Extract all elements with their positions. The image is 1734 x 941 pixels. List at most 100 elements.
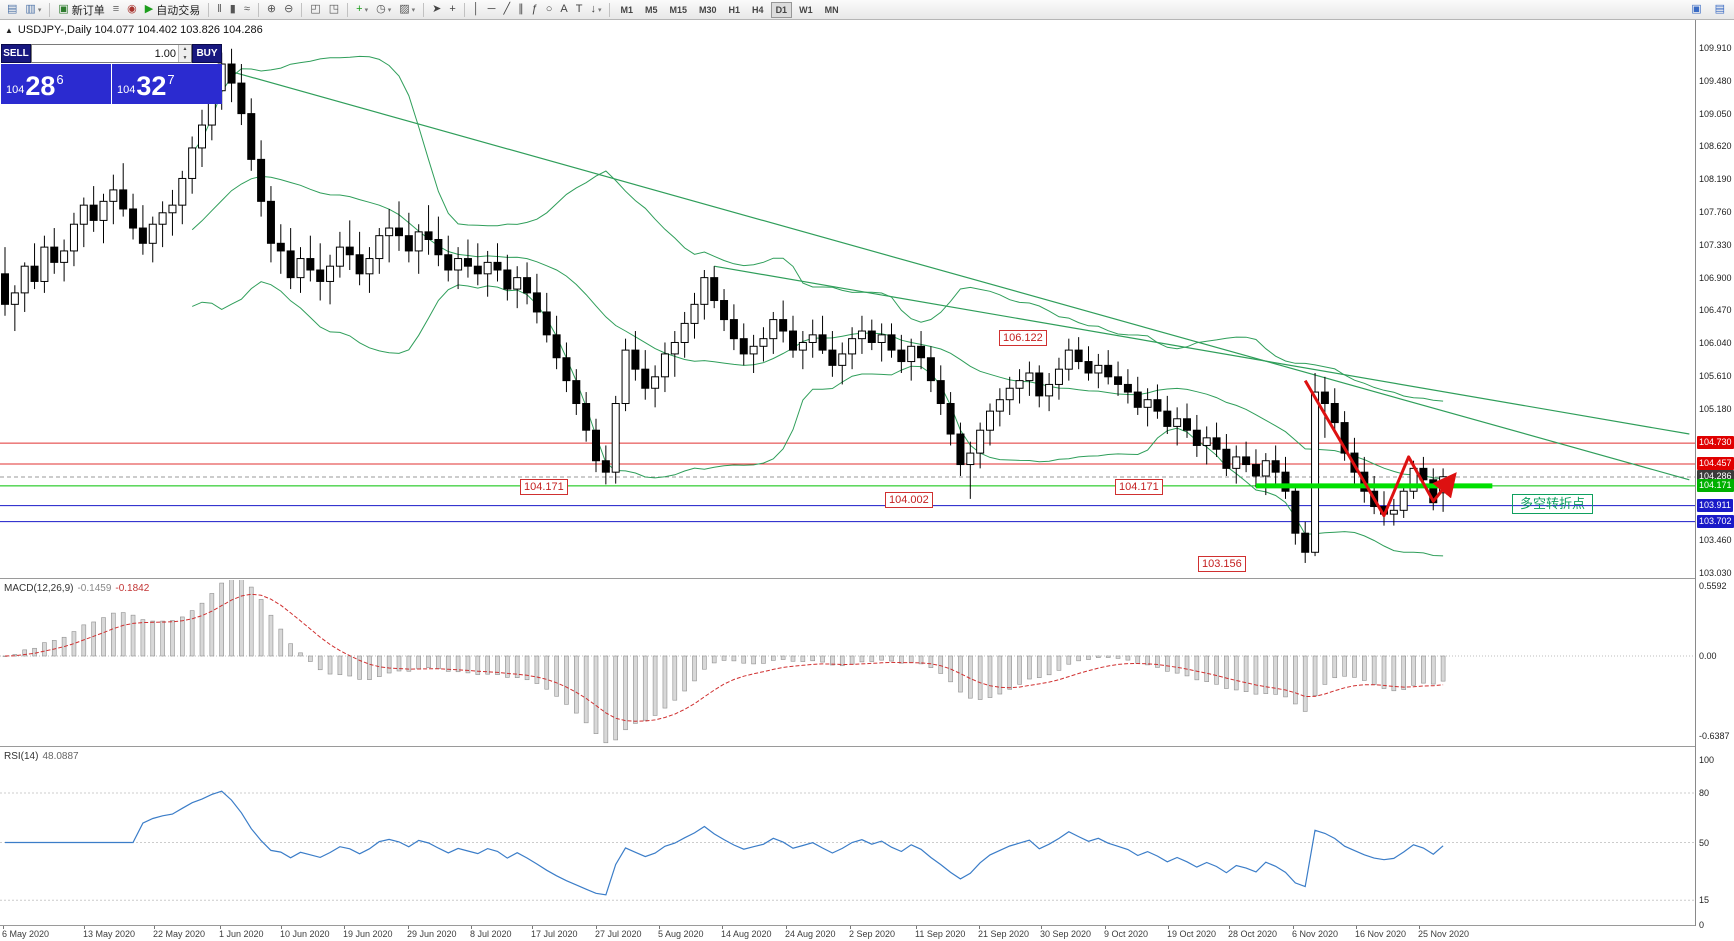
volume-input[interactable] <box>32 45 178 62</box>
price-axis-label: 108.190 <box>1699 174 1732 185</box>
toolbar-separator <box>208 2 210 17</box>
descending-trendline[interactable] <box>714 265 1690 435</box>
buy-price-box[interactable]: 104 32 7 <box>112 64 222 104</box>
timeframe-m30-button[interactable]: M30 <box>699 4 717 15</box>
collapse-trade-panel-icon[interactable]: ▲ <box>5 25 13 35</box>
docking-icon[interactable]: ▣ <box>1687 1 1705 18</box>
macd-name: MACD(12,26,9) <box>4 583 74 594</box>
horizontal-line-icon[interactable]: ─ <box>484 1 500 18</box>
candle-chart-icon[interactable]: ▮ <box>226 1 240 18</box>
price-axis-label: 108.620 <box>1699 141 1732 152</box>
chart-area[interactable]: 109.910 109.480 109.050 108.620 108.190 107.7… <box>0 20 1734 941</box>
trendline-icon[interactable]: ╱ <box>499 1 514 18</box>
vertical-line-icon[interactable]: │ <box>469 1 484 18</box>
zoom-out-icon[interactable]: ⊖ <box>280 1 297 18</box>
time-axis-label: 1 Jun 2020 <box>219 929 264 939</box>
autotrading-button[interactable]: ▶ 自动交易 <box>141 1 204 18</box>
zoom-in-icon[interactable]: ⊕ <box>263 1 280 18</box>
sell-price-box[interactable]: 104 28 6 <box>1 64 111 104</box>
candles-layer <box>1 48 1448 563</box>
tile-windows-icon[interactable]: ◳ <box>325 1 343 18</box>
autotrading-button: ▶ <box>144 3 154 15</box>
timeframe-m15-button[interactable]: M15 <box>669 4 688 15</box>
text-icon[interactable]: A <box>556 1 571 18</box>
rsi-line <box>5 790 1444 896</box>
time-axis[interactable]: 6 May 2020 13 May 2020 22 May 2020 1 Jun 20… <box>0 926 1695 941</box>
volume-field: ▲ ▼ <box>31 44 192 63</box>
new-chart-icon[interactable]: ▤ <box>3 1 21 18</box>
time-axis-label: 16 Nov 2020 <box>1355 929 1407 939</box>
toolbar: ▤ ▥ ▾ ▣ 新订单 ≡ ◉ ▶ 自动交易 ‖ ▮ ≈ ⊕ ⊖ ◰ ◳ + ▾ ◷ ▾ ▨ ▾ ➤ + │ ─ ╱ ∥ ƒ ○ A T ↓ ▾ M… <box>0 0 1734 20</box>
crosshair-icon[interactable]: + <box>445 1 459 18</box>
templates-icon[interactable]: ▨ ▾ <box>395 1 419 18</box>
timeframe-m1-button[interactable]: M1 <box>620 4 633 15</box>
rsi-axis-label: 15 <box>1699 895 1710 906</box>
price-axis-tag: 104.171 <box>1697 478 1734 492</box>
bollinger-middle-band[interactable] <box>191 175 1444 479</box>
macd-signal-line <box>4 593 1444 722</box>
channel-icon: ∥ <box>518 3 524 15</box>
sell-price-sup: 6 <box>56 72 64 87</box>
time-axis-tick <box>3 926 4 929</box>
ellipse-icon[interactable]: ○ <box>542 1 557 18</box>
indicators-add-icon[interactable]: + ▾ <box>352 1 372 18</box>
time-axis-label: 25 Nov 2020 <box>1418 929 1470 939</box>
time-axis-tick <box>1293 926 1294 929</box>
descending-trendline[interactable] <box>231 71 1690 481</box>
timeframe-m5-button[interactable]: M5 <box>644 4 658 15</box>
time-axis-tick <box>596 926 597 929</box>
zigzag-annotation[interactable] <box>1303 379 1457 518</box>
time-axis-label: 30 Sep 2020 <box>1040 929 1092 939</box>
market-depth-icon[interactable]: ≡ <box>109 1 123 18</box>
toolbar-separator <box>301 2 303 17</box>
help-icon[interactable]: ▤ <box>1711 1 1729 18</box>
new-order-button[interactable]: ▣ 新订单 <box>54 1 108 18</box>
chart-profiles-icon: ▥ <box>25 3 36 15</box>
rsi-panel-svg[interactable] <box>0 748 1695 925</box>
buy-price-sup: 7 <box>167 72 175 87</box>
price-axis-tag: 103.702 <box>1697 514 1734 528</box>
timeframe-mn-button[interactable]: MN <box>824 4 839 15</box>
arrange-windows-icon[interactable]: ◰ <box>306 1 324 18</box>
timeframe-h4-button[interactable]: H4 <box>752 4 764 15</box>
cursor-icon[interactable]: ➤ <box>428 1 445 18</box>
time-axis-tick <box>1168 926 1169 929</box>
macd-panel-svg[interactable] <box>0 580 1695 746</box>
new-order-button-label: 新订单 <box>71 4 105 17</box>
time-axis-tick <box>659 926 660 929</box>
volume-up-button[interactable]: ▲ <box>179 45 191 54</box>
chart-profiles-icon[interactable]: ▥ ▾ <box>21 1 45 18</box>
time-axis-label: 8 Jul 2020 <box>470 929 512 939</box>
bar-chart-icon[interactable]: ‖ <box>213 1 226 18</box>
time-axis-tick <box>154 926 155 929</box>
time-axis-tick <box>532 926 533 929</box>
arrows-icon[interactable]: ↓ ▾ <box>586 1 605 18</box>
main-chart-svg[interactable] <box>0 20 1695 578</box>
time-axis-label: 28 Oct 2020 <box>1228 929 1278 939</box>
line-chart-icon[interactable]: ≈ <box>240 1 254 18</box>
periods-icon[interactable]: ◷ ▾ <box>372 1 395 18</box>
price-axis[interactable]: 109.910 109.480 109.050 108.620 108.190 107.7… <box>1695 20 1734 930</box>
toolbar-separator <box>423 2 425 17</box>
channel-icon[interactable]: ∥ <box>514 1 528 18</box>
text-label-icon: T <box>575 3 583 15</box>
timeframe-h1-button[interactable]: H1 <box>728 4 741 15</box>
horizontal-line-icon: ─ <box>487 3 496 15</box>
buy-button[interactable]: BUY <box>192 44 222 63</box>
chart-header: ▲ USDJPY-,Daily 104.077 104.402 103.826 … <box>5 24 263 36</box>
rsi-axis-label: 0 <box>1699 920 1705 930</box>
panel-separator[interactable] <box>0 746 1734 747</box>
bollinger-upper-band[interactable] <box>191 55 1444 402</box>
bollinger-lower-band[interactable] <box>192 281 1444 557</box>
time-axis-label: 19 Oct 2020 <box>1167 929 1217 939</box>
sell-button[interactable]: SELL <box>1 44 31 63</box>
text-label-icon[interactable]: T <box>572 1 587 18</box>
timeframe-d1-button[interactable]: D1 <box>770 1 793 18</box>
alert-icon: ◉ <box>127 3 137 15</box>
volume-down-button[interactable]: ▼ <box>179 53 191 62</box>
timeframe-w1-button[interactable]: W1 <box>799 4 813 15</box>
alert-icon[interactable]: ◉ <box>123 1 141 18</box>
fibonacci-icon[interactable]: ƒ <box>528 1 542 18</box>
panel-separator[interactable] <box>0 578 1734 579</box>
time-axis-label: 13 May 2020 <box>83 929 136 939</box>
